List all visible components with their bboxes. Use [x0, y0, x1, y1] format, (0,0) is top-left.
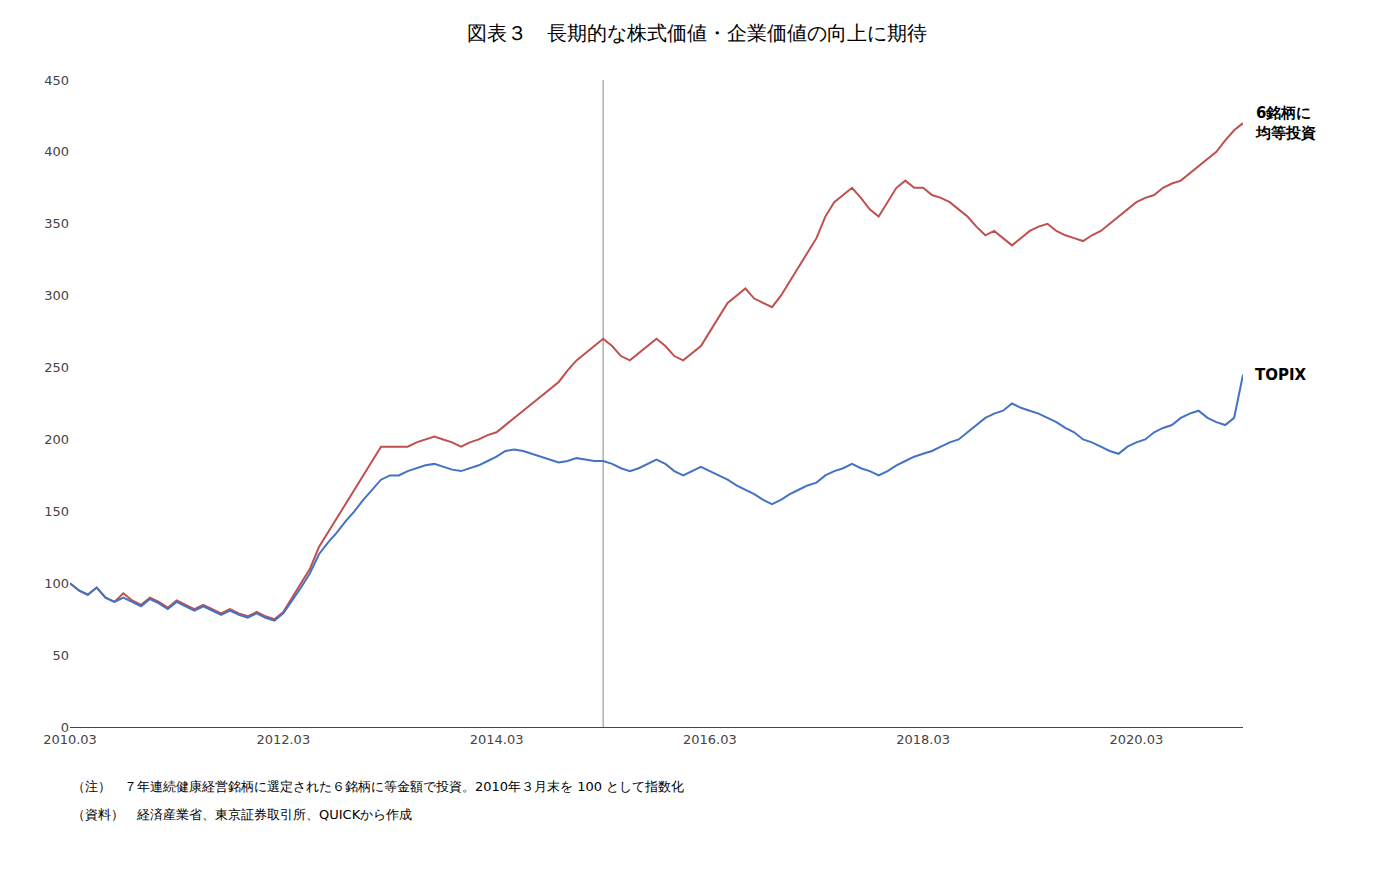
svg-text:図表３ 長期的な株式価値・企業価値の向上に期待: 図表３ 長期的な株式価値・企業価値の向上に期待	[467, 21, 927, 45]
svg-text:400: 400	[44, 144, 69, 159]
svg-text:450: 450	[44, 73, 69, 88]
svg-text:（注） ７年連続健康経営銘柄に選定された６銘柄に等金額で投資: （注） ７年連続健康経営銘柄に選定された６銘柄に等金額で投資。2010年３月末を…	[72, 779, 684, 794]
svg-text:2012.03: 2012.03	[256, 732, 310, 747]
svg-text:TOPIX: TOPIX	[1255, 366, 1307, 384]
svg-text:2020.03: 2020.03	[1109, 732, 1163, 747]
svg-text:2016.03: 2016.03	[683, 732, 737, 747]
svg-text:200: 200	[44, 432, 69, 447]
svg-text:（資料） 経済産業省、東京証券取引所、QUICKから作成: （資料） 経済産業省、東京証券取引所、QUICKから作成	[72, 807, 412, 822]
svg-text:2018.03: 2018.03	[896, 732, 950, 747]
svg-text:0: 0	[61, 720, 69, 735]
svg-text:6銘柄に均等投資: 6銘柄に均等投資	[1255, 104, 1316, 142]
svg-text:2010.03: 2010.03	[43, 732, 97, 747]
svg-text:2014.03: 2014.03	[470, 732, 524, 747]
svg-text:350: 350	[44, 216, 69, 231]
svg-text:150: 150	[44, 504, 69, 519]
svg-text:250: 250	[44, 360, 69, 375]
svg-text:300: 300	[44, 288, 69, 303]
svg-text:50: 50	[52, 648, 69, 663]
svg-text:100: 100	[44, 576, 69, 591]
